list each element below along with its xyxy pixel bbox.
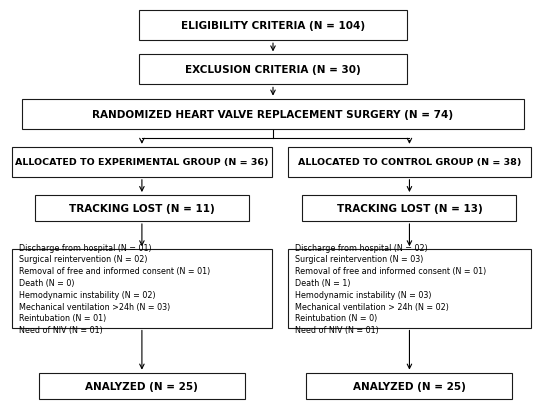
FancyBboxPatch shape <box>12 249 272 328</box>
Text: ANALYZED (N = 25): ANALYZED (N = 25) <box>353 381 466 391</box>
FancyBboxPatch shape <box>139 55 407 85</box>
Text: Discharge from hospital (N = 02)
Surgical reintervention (N = 03)
Removal of fre: Discharge from hospital (N = 02) Surgica… <box>295 243 486 335</box>
FancyBboxPatch shape <box>21 99 525 129</box>
FancyBboxPatch shape <box>288 147 531 178</box>
FancyBboxPatch shape <box>39 373 245 399</box>
FancyBboxPatch shape <box>302 196 517 222</box>
Text: ELIGIBILITY CRITERIA (N = 104): ELIGIBILITY CRITERIA (N = 104) <box>181 21 365 31</box>
Text: ALLOCATED TO EXPERIMENTAL GROUP (N = 36): ALLOCATED TO EXPERIMENTAL GROUP (N = 36) <box>15 158 269 167</box>
FancyBboxPatch shape <box>306 373 513 399</box>
FancyBboxPatch shape <box>288 249 531 328</box>
Text: TRACKING LOST (N = 13): TRACKING LOST (N = 13) <box>336 204 482 213</box>
FancyBboxPatch shape <box>35 196 249 222</box>
Text: RANDOMIZED HEART VALVE REPLACEMENT SURGERY (N = 74): RANDOMIZED HEART VALVE REPLACEMENT SURGE… <box>92 109 454 119</box>
Text: Discharge from hospital (N = 01)
Surgical reintervention (N = 02)
Removal of fre: Discharge from hospital (N = 01) Surgica… <box>19 243 210 335</box>
FancyBboxPatch shape <box>139 11 407 41</box>
Text: ALLOCATED TO CONTROL GROUP (N = 38): ALLOCATED TO CONTROL GROUP (N = 38) <box>298 158 521 167</box>
Text: ANALYZED (N = 25): ANALYZED (N = 25) <box>86 381 198 391</box>
FancyBboxPatch shape <box>12 147 272 178</box>
Text: TRACKING LOST (N = 11): TRACKING LOST (N = 11) <box>69 204 215 213</box>
Text: EXCLUSION CRITERIA (N = 30): EXCLUSION CRITERIA (N = 30) <box>185 65 361 75</box>
